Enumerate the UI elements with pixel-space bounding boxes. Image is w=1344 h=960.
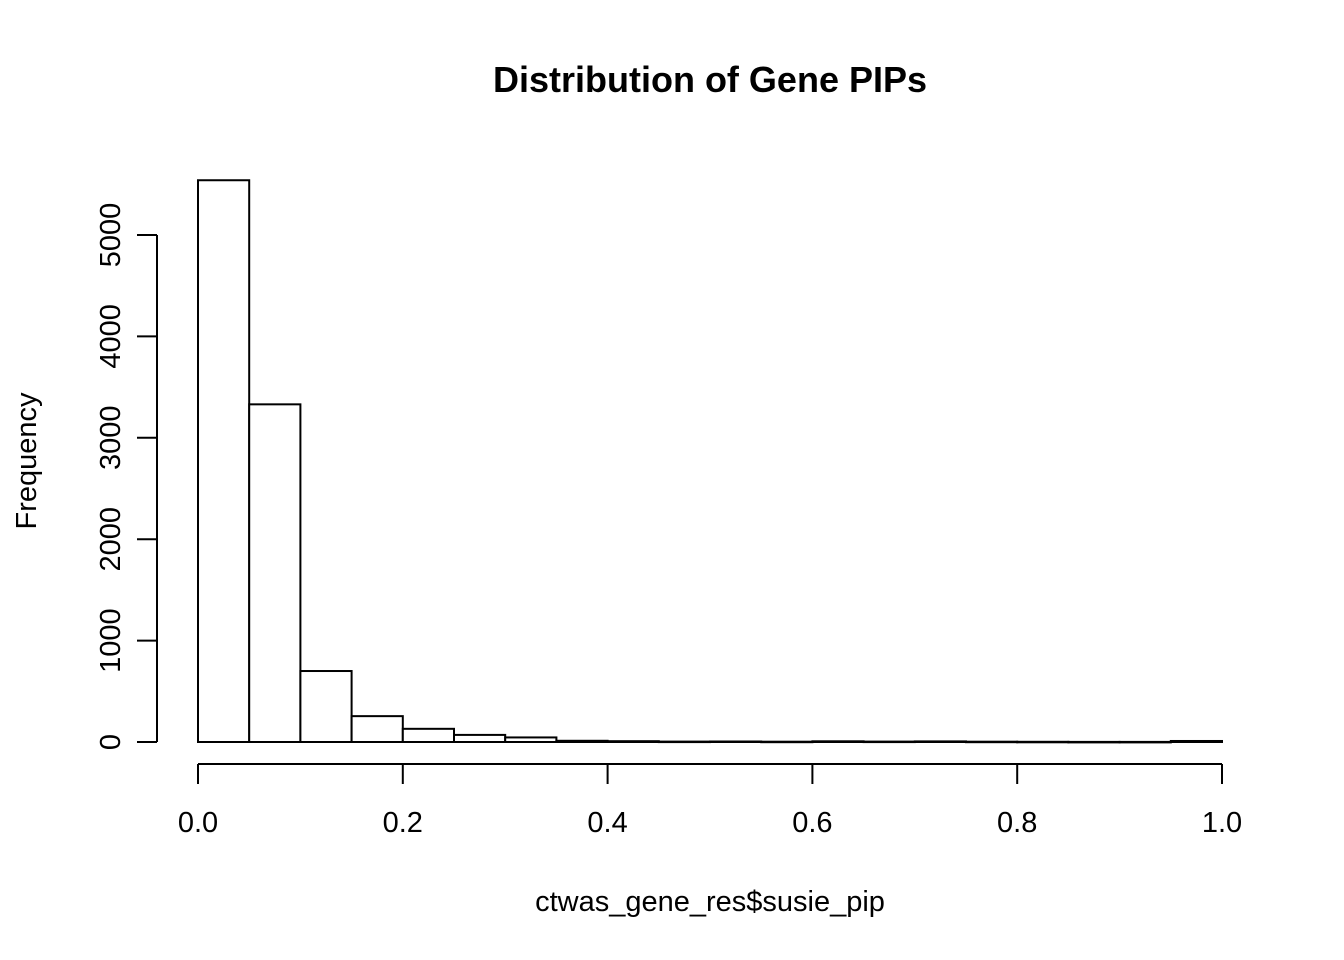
histogram-bar [453, 733, 507, 743]
histogram-bar [401, 727, 455, 743]
histogram-bar [1118, 740, 1172, 744]
x-tick-label: 0.2 [383, 807, 423, 839]
histogram-bar [862, 740, 916, 744]
chart-title: Distribution of Gene PIPs [493, 59, 927, 100]
y-axis-label: Frequency [11, 392, 43, 530]
histogram-bar [1169, 739, 1224, 744]
x-tick-label: 0.8 [997, 807, 1037, 839]
histogram-bar [760, 740, 814, 744]
histogram-bar [555, 739, 609, 744]
y-tick-label: 1000 [95, 608, 127, 673]
histogram-bar [197, 179, 251, 743]
y-tick-label: 2000 [95, 507, 127, 572]
histogram-bar [1016, 740, 1070, 744]
histogram-bar [811, 740, 865, 744]
x-tick-label: 0.6 [792, 807, 832, 839]
histogram-bars [197, 179, 1224, 744]
x-axis-label: ctwas_gene_res$susie_pip [535, 886, 885, 918]
histogram-bar [504, 736, 558, 744]
histogram-bar [350, 715, 404, 744]
y-tick-label: 5000 [95, 203, 127, 268]
histogram-bar [913, 740, 967, 744]
histogram-bar [606, 740, 660, 743]
x-axis: 0.0 0.2 0.4 0.6 0.8 1.0 [178, 763, 1242, 839]
histogram-bar [657, 740, 711, 744]
x-tick-label: 0.4 [587, 807, 627, 839]
x-tick-label: 0.0 [178, 807, 218, 839]
y-axis: 0 1000 2000 3000 4000 5000 [95, 203, 158, 750]
histogram-bar [1067, 740, 1121, 744]
histogram-bar [709, 740, 763, 743]
y-tick-label: 0 [95, 734, 127, 750]
x-tick-label: 1.0 [1202, 807, 1242, 839]
histogram-bar [248, 403, 302, 743]
y-tick-label: 3000 [95, 406, 127, 471]
histogram-bar [299, 670, 353, 744]
y-tick-label: 4000 [95, 304, 127, 369]
histogram-bar [965, 740, 1019, 744]
